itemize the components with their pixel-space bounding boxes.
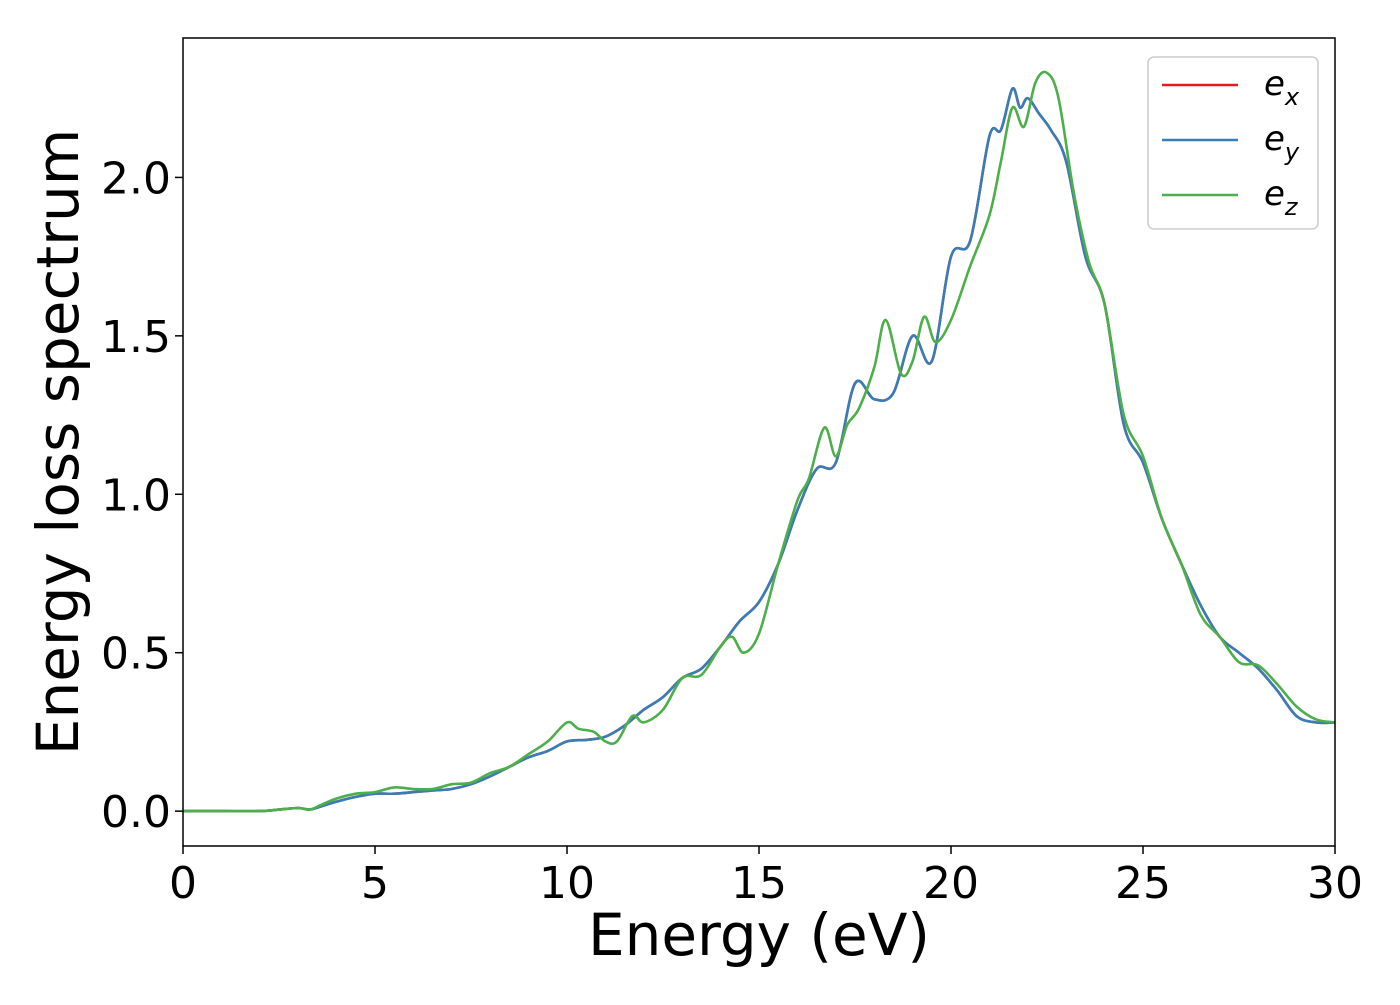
y-tick-label: 0.5 [101,629,171,680]
x-tick-label: 15 [731,858,787,909]
x-tick-label: 0 [169,858,197,909]
y-axis-label: Energy loss spectrum [24,129,92,755]
y-tick-label: 1.5 [101,312,171,363]
x-tick-label: 5 [361,858,389,909]
x-tick-label: 25 [1115,858,1171,909]
x-axis-label: Energy (eV) [588,901,930,969]
legend-label-y: ey [1264,119,1300,166]
y-tick-label: 0.0 [101,787,171,838]
series-line-z [183,70,1336,813]
y-tick-label: 2.0 [101,153,171,204]
x-tick-label: 20 [923,858,979,909]
y-tick-label: 1.0 [101,470,171,521]
legend-label-z: ez [1264,174,1299,221]
x-tick-label: 30 [1307,858,1363,909]
series-line-y [183,87,1336,813]
series-lines [183,70,1336,813]
x-tick-label: 10 [539,858,595,909]
legend-label-x: ex [1264,64,1300,111]
y-axis: 0.0 0.5 1.0 1.5 2.0 [101,153,183,838]
legend: ex ey ez [1147,56,1319,230]
legend-box [1147,56,1319,230]
x-axis: 0 5 10 15 20 25 30 [169,846,1363,909]
